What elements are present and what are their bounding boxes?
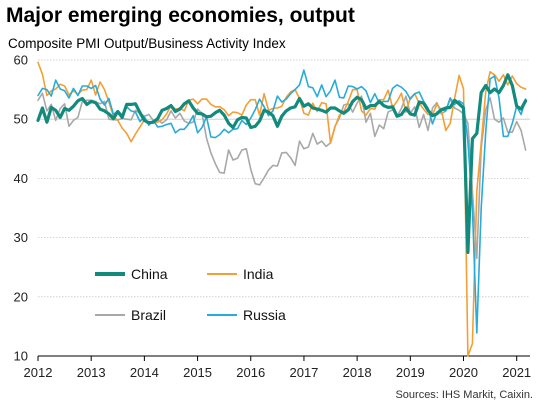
y-tick-label: 60 (14, 53, 28, 68)
y-tick-label: 20 (14, 289, 28, 304)
legend-label-china: China (131, 266, 168, 282)
axes: 10 20 30 40 50 60 2012 2013 2014 2015 2016 2017 2018… (14, 53, 532, 381)
legend-label-india: India (243, 266, 274, 282)
series-line-india (37, 61, 527, 357)
x-tick-label: 2021 (502, 365, 531, 380)
x-tick-label: 2018 (343, 365, 372, 380)
y-tick-label: 10 (14, 349, 28, 364)
series-lines (36, 61, 528, 357)
y-tick-label: 40 (14, 171, 28, 186)
series-line-china (36, 73, 528, 254)
x-tick-label: 2016 (236, 365, 265, 380)
x-tick-label: 2017 (289, 365, 318, 380)
legend: China India Brazil Russia (95, 266, 286, 323)
source-note: Sources: IHS Markit, Caixin. (395, 389, 533, 401)
legend-label-brazil: Brazil (131, 307, 166, 323)
chart-title: Major emerging economies, output (6, 4, 355, 27)
x-tick-label: 2012 (24, 365, 53, 380)
legend-label-russia: Russia (243, 307, 286, 323)
x-tick-label: 2014 (130, 365, 159, 380)
x-tick-label: 2013 (77, 365, 106, 380)
series-line-brazil (37, 92, 527, 260)
x-tick-label: 2019 (396, 365, 425, 380)
y-tick-label: 30 (14, 230, 28, 245)
x-tick-label: 2020 (449, 365, 478, 380)
chart-subtitle: Composite PMI Output/Business Activity I… (8, 36, 286, 51)
x-tick-label: 2015 (183, 365, 212, 380)
y-tick-label: 50 (14, 112, 28, 127)
